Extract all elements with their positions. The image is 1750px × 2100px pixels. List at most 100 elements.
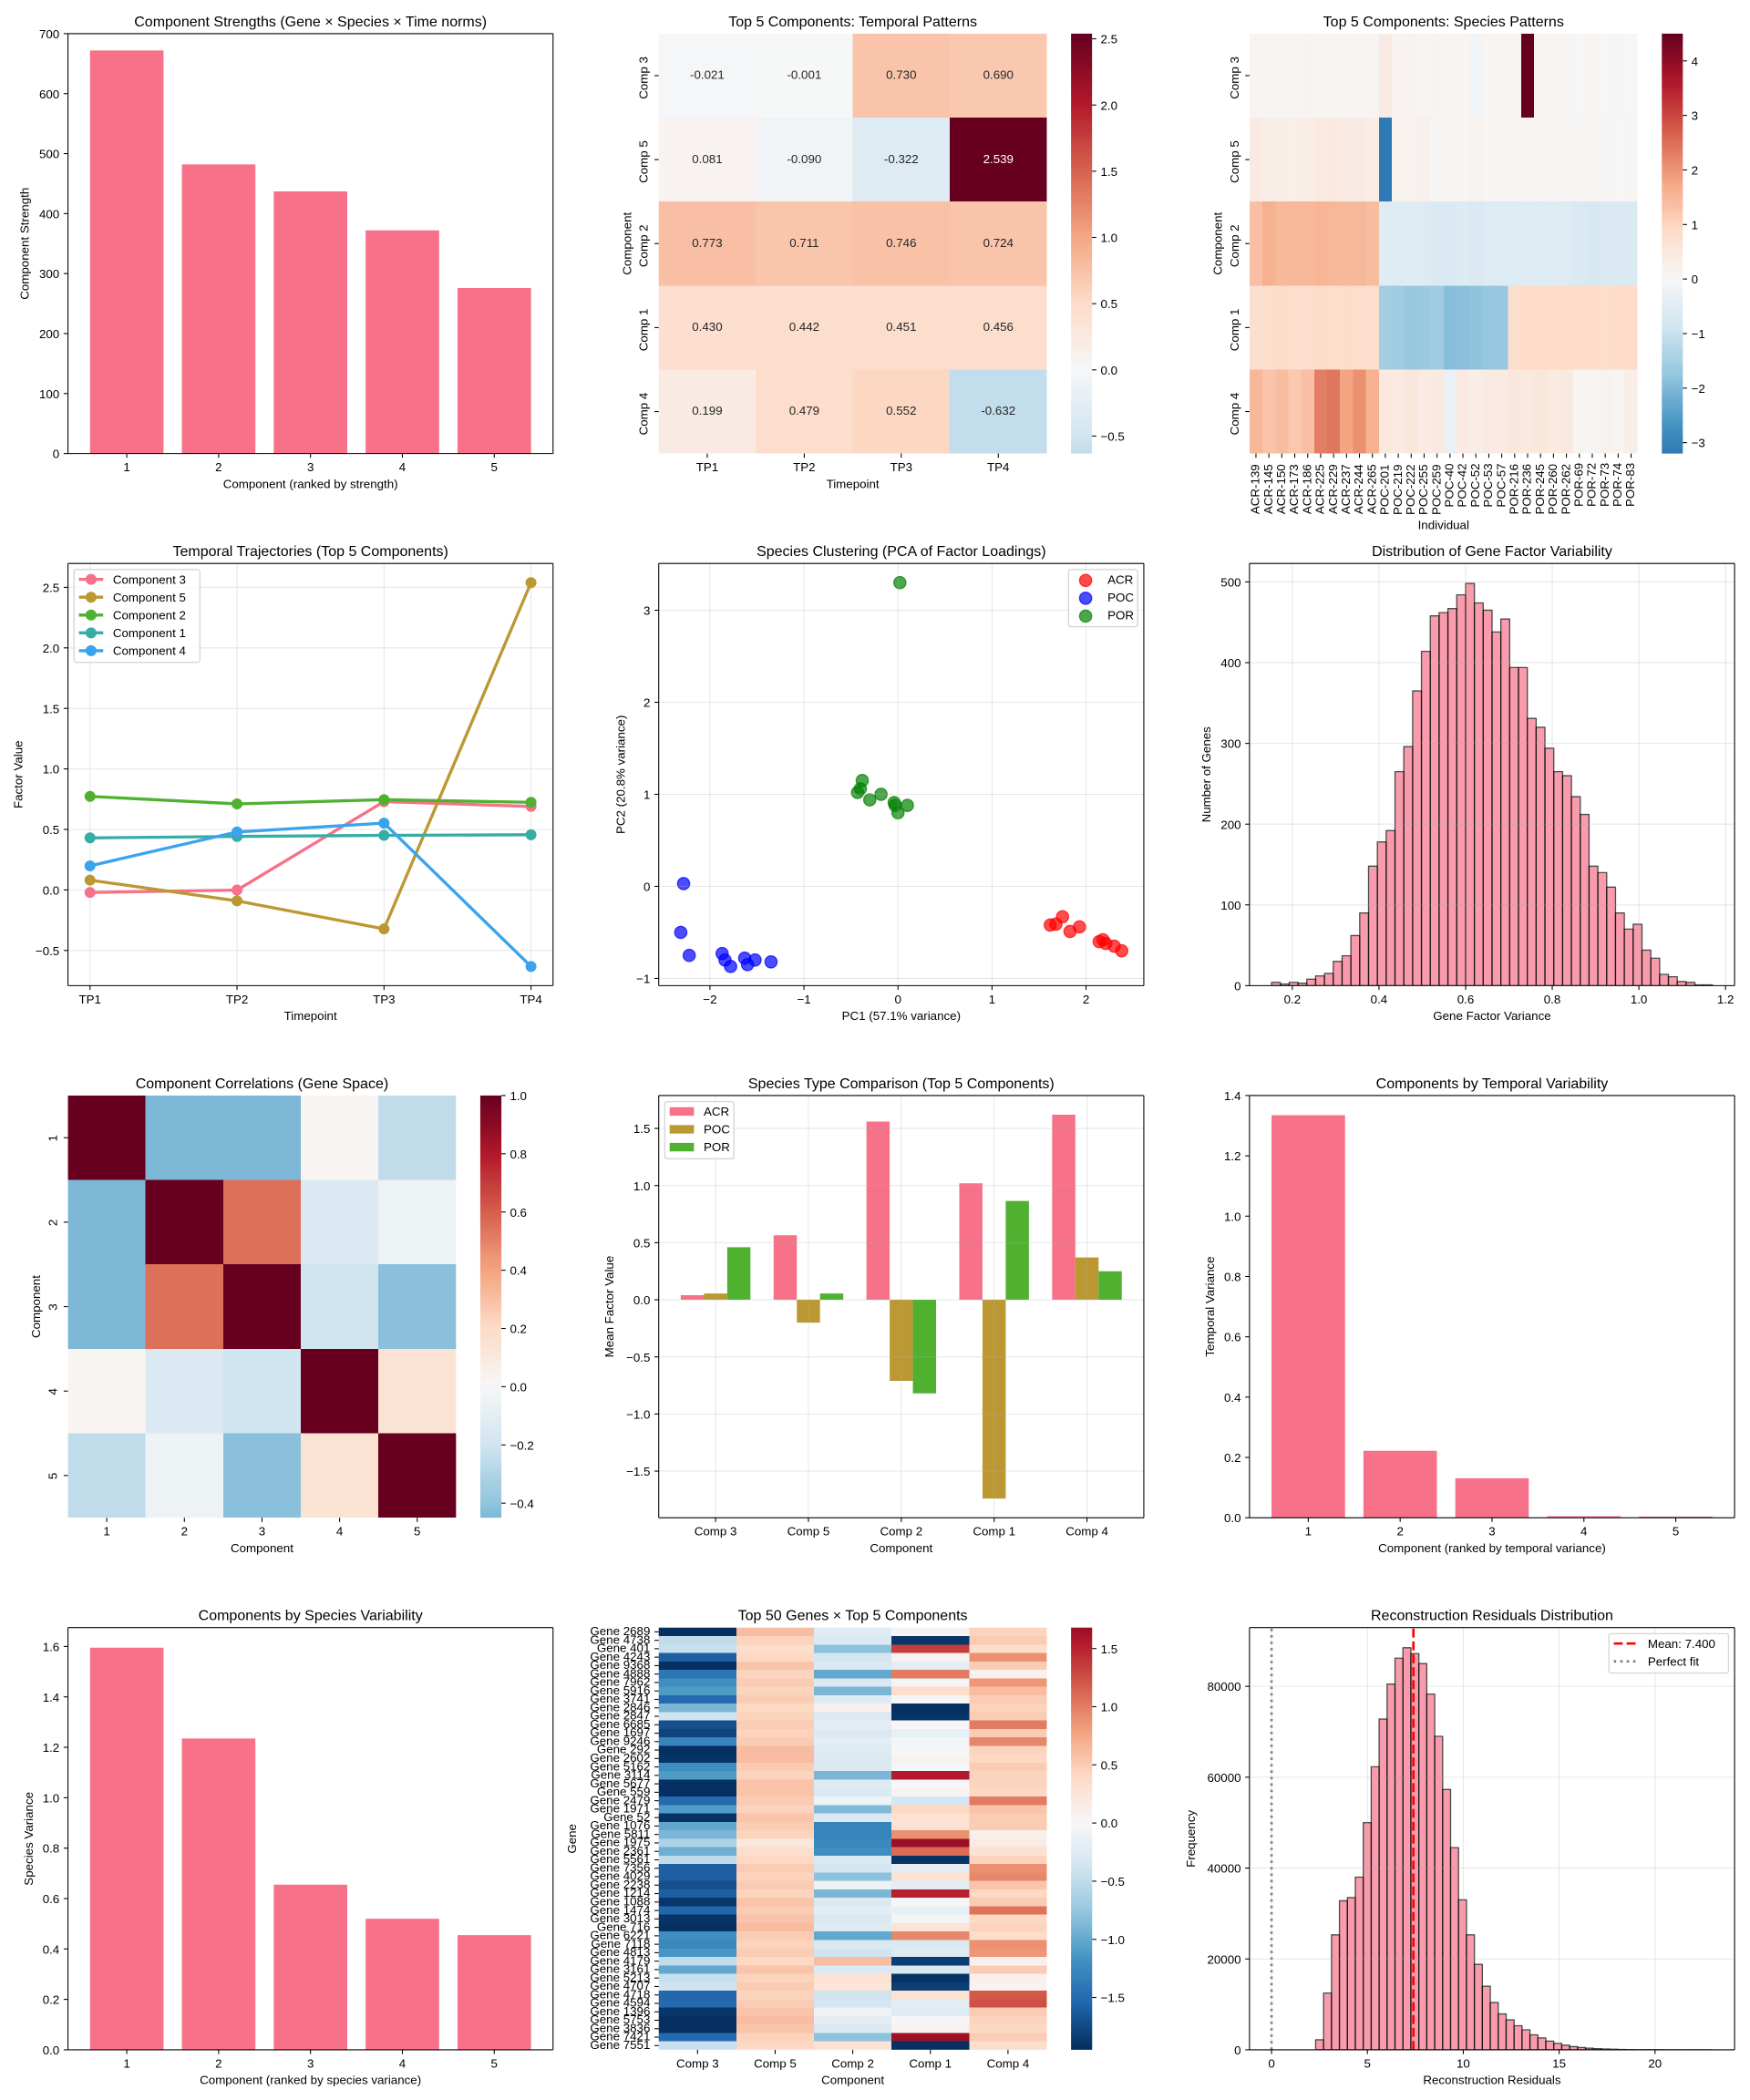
svg-text:Species Clustering (PCA of Fac: Species Clustering (PCA of Factor Loadin…: [757, 544, 1045, 560]
svg-text:0.4: 0.4: [1371, 993, 1388, 1006]
svg-text:Gene 5561: Gene 5561: [590, 1852, 650, 1866]
svg-text:400: 400: [1220, 656, 1240, 670]
svg-text:0.690: 0.690: [983, 68, 1014, 82]
svg-text:Gene 7551: Gene 7551: [590, 2038, 650, 2052]
svg-text:−1.5: −1.5: [1101, 1992, 1125, 2005]
svg-text:300: 300: [39, 267, 59, 281]
svg-text:Species Variance: Species Variance: [22, 1792, 36, 1886]
svg-text:Comp 4: Comp 4: [1065, 1525, 1108, 1539]
svg-text:5: 5: [491, 460, 498, 474]
svg-text:1.2: 1.2: [1717, 993, 1735, 1006]
svg-text:Gene 2689: Gene 2689: [590, 1624, 650, 1638]
svg-text:ACR-225: ACR-225: [1313, 464, 1327, 514]
svg-text:4: 4: [46, 1387, 59, 1395]
svg-text:3: 3: [307, 460, 314, 474]
svg-text:0: 0: [53, 448, 59, 461]
svg-text:Comp 3: Comp 3: [637, 57, 651, 99]
svg-text:100: 100: [1220, 899, 1240, 912]
svg-text:ACR-244: ACR-244: [1352, 464, 1365, 514]
svg-text:Gene 5213: Gene 5213: [590, 1971, 650, 1984]
svg-text:Temporal Variance: Temporal Variance: [1203, 1256, 1217, 1356]
svg-text:Comp 2: Comp 2: [637, 224, 651, 267]
svg-text:POR: POR: [1107, 608, 1134, 622]
svg-text:Gene 7118: Gene 7118: [591, 1937, 650, 1951]
svg-text:3: 3: [1692, 109, 1698, 123]
svg-text:Top 50 Genes × Top 5 Component: Top 50 Genes × Top 5 Components: [738, 1609, 968, 1624]
svg-text:POC-259: POC-259: [1429, 464, 1443, 515]
svg-text:Gene 2238: Gene 2238: [590, 1878, 650, 1891]
svg-text:Perfect fit: Perfect fit: [1648, 1654, 1700, 1668]
svg-text:Gene 3161: Gene 3161: [590, 1962, 650, 1976]
svg-text:0.456: 0.456: [983, 320, 1014, 334]
svg-text:Component 5: Component 5: [113, 591, 186, 604]
svg-text:−1.0: −1.0: [1101, 1933, 1125, 1947]
svg-text:ACR-265: ACR-265: [1364, 464, 1378, 514]
svg-text:1.0: 1.0: [43, 763, 60, 777]
svg-text:0.6: 0.6: [510, 1206, 527, 1220]
svg-text:TP1: TP1: [696, 460, 718, 474]
svg-text:Gene 5677: Gene 5677: [590, 1776, 650, 1790]
svg-text:ACR: ACR: [704, 1105, 729, 1118]
svg-text:Gene 4888: Gene 4888: [590, 1666, 650, 1680]
svg-text:Gene 559: Gene 559: [597, 1785, 651, 1798]
svg-text:Component 4: Component 4: [113, 644, 187, 658]
svg-text:1.6: 1.6: [43, 1640, 60, 1653]
svg-text:TP1: TP1: [79, 993, 101, 1006]
svg-text:1.5: 1.5: [43, 702, 60, 715]
svg-text:1.4: 1.4: [1224, 1089, 1241, 1103]
svg-text:5: 5: [1364, 2056, 1371, 2070]
svg-text:Top 5 Components: Temporal Pat: Top 5 Components: Temporal Patterns: [728, 15, 977, 30]
svg-text:Gene 3741: Gene 3741: [590, 1692, 650, 1705]
svg-text:Gene 1396: Gene 1396: [590, 2004, 650, 2018]
svg-text:1.0: 1.0: [510, 1089, 527, 1103]
svg-text:Gene 4707: Gene 4707: [590, 1979, 650, 1992]
svg-text:500: 500: [39, 148, 59, 161]
svg-text:0.2: 0.2: [1284, 993, 1302, 1006]
svg-text:0.8: 0.8: [1544, 993, 1561, 1006]
svg-text:Comp 3: Comp 3: [1228, 57, 1241, 99]
svg-text:Gene 2602: Gene 2602: [590, 1751, 650, 1765]
svg-text:Factor Value: Factor Value: [12, 740, 26, 808]
svg-text:4: 4: [1692, 55, 1699, 68]
svg-text:3: 3: [46, 1303, 59, 1310]
svg-text:Mean: 7.400: Mean: 7.400: [1648, 1637, 1715, 1651]
svg-text:POR-83: POR-83: [1623, 463, 1637, 507]
svg-text:Gene 4718: Gene 4718: [590, 1987, 650, 2001]
svg-text:Comp 2: Comp 2: [880, 1525, 922, 1539]
svg-text:400: 400: [39, 207, 59, 221]
svg-text:Temporal Trajectories (Top 5 C: Temporal Trajectories (Top 5 Components): [172, 544, 448, 560]
svg-text:2: 2: [643, 696, 650, 710]
svg-text:1: 1: [123, 2056, 129, 2070]
svg-text:0.6: 0.6: [43, 1892, 60, 1906]
svg-text:1.2: 1.2: [1224, 1149, 1241, 1163]
svg-text:Gene 2846: Gene 2846: [590, 1700, 650, 1714]
svg-text:−3: −3: [1692, 437, 1705, 450]
svg-text:Comp 2: Comp 2: [1228, 224, 1241, 267]
svg-text:0.5: 0.5: [43, 823, 60, 837]
svg-text:Gene 3836: Gene 3836: [590, 2021, 650, 2034]
svg-text:0.4: 0.4: [1224, 1391, 1241, 1405]
svg-text:Gene 1697: Gene 1697: [590, 1725, 650, 1739]
svg-text:Gene 1088: Gene 1088: [590, 1894, 650, 1908]
svg-text:Gene 7356: Gene 7356: [590, 1860, 650, 1874]
svg-text:20000: 20000: [1207, 1952, 1240, 1966]
svg-text:1: 1: [46, 1135, 59, 1141]
svg-text:TP4: TP4: [520, 993, 542, 1006]
svg-text:POR-72: POR-72: [1585, 463, 1599, 507]
svg-text:1: 1: [123, 460, 129, 474]
svg-text:−1.5: −1.5: [626, 1465, 650, 1478]
svg-text:Comp 4: Comp 4: [987, 2056, 1030, 2070]
svg-text:0.0: 0.0: [1224, 1511, 1241, 1525]
svg-text:Gene: Gene: [565, 1824, 579, 1854]
svg-text:0.552: 0.552: [886, 404, 916, 417]
svg-text:Frequency: Frequency: [1184, 1810, 1198, 1868]
svg-text:0.0: 0.0: [43, 2043, 60, 2057]
svg-text:60000: 60000: [1207, 1771, 1240, 1785]
svg-text:−0.5: −0.5: [1100, 429, 1124, 443]
svg-text:1: 1: [103, 1525, 109, 1539]
svg-text:0.0: 0.0: [633, 1293, 651, 1307]
svg-text:5: 5: [1673, 1525, 1679, 1539]
svg-text:2: 2: [46, 1220, 59, 1226]
svg-text:2.0: 2.0: [43, 642, 60, 655]
svg-text:0.5: 0.5: [633, 1236, 651, 1250]
